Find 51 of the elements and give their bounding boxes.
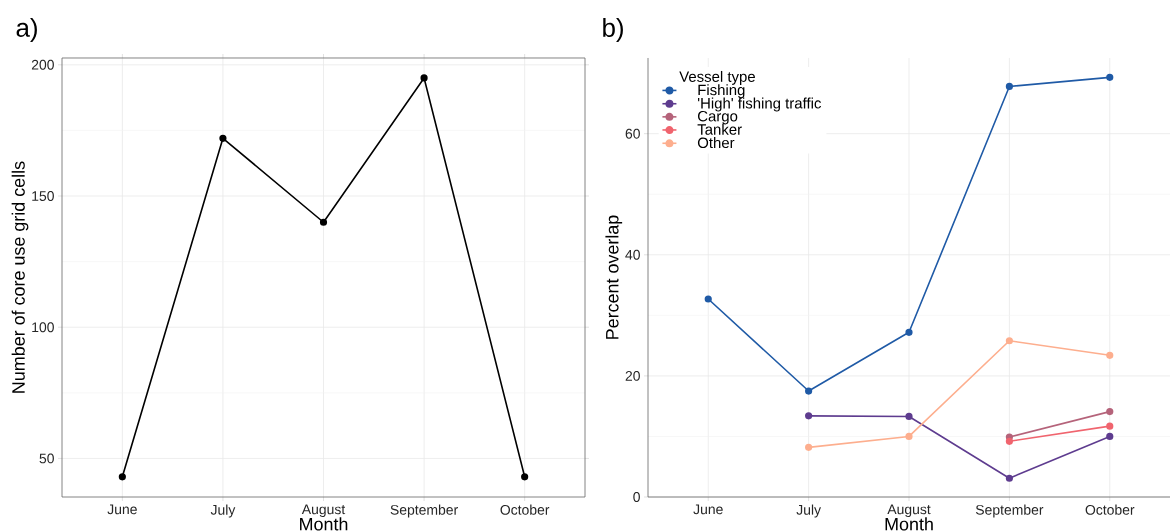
y-tick-label: 20 xyxy=(625,370,640,381)
legend-title: Vessel type xyxy=(679,70,755,85)
y-tick-label: 100 xyxy=(32,322,54,333)
point xyxy=(1106,432,1114,441)
legend-label: 'High' fishing traffic xyxy=(697,97,822,112)
x-tick-label: July xyxy=(796,504,821,518)
x-tick-label: July xyxy=(210,504,236,518)
point xyxy=(1005,337,1013,345)
y-tick-label: 40 xyxy=(625,249,640,260)
x-tick-label: August xyxy=(887,504,931,518)
y-tick-label: 200 xyxy=(31,59,54,70)
x-tick-label: October xyxy=(1085,504,1135,515)
point xyxy=(1005,437,1013,445)
point xyxy=(1106,73,1114,81)
point xyxy=(905,328,913,336)
x-tick-label: September xyxy=(975,504,1044,518)
x-axis-title: Month xyxy=(300,517,348,531)
point xyxy=(420,74,428,82)
point xyxy=(1005,82,1013,91)
y-tick-label: 50 xyxy=(39,453,54,464)
legend-label: Other xyxy=(697,137,735,149)
y-axis-title: Number of core use grid cells xyxy=(11,161,29,393)
x-tick-label: September xyxy=(390,504,458,518)
chart-title: b) xyxy=(603,17,623,43)
point xyxy=(521,473,529,481)
legend-label: Cargo xyxy=(697,110,738,125)
point xyxy=(905,432,913,441)
point xyxy=(805,387,813,395)
y-axis-title: Percent overlap xyxy=(605,215,623,339)
y-tick-label: 150 xyxy=(32,191,54,201)
x-tick-label: August xyxy=(301,504,346,518)
legend-label: Fishing xyxy=(698,84,745,99)
x-tick-label: June xyxy=(693,504,723,515)
point xyxy=(319,218,328,226)
point xyxy=(704,295,712,303)
x-tick-label: October xyxy=(500,504,550,515)
chart-title: a) xyxy=(16,17,37,43)
point xyxy=(1106,408,1114,416)
x-tick-label: June xyxy=(107,504,137,515)
legend-label: Tanker xyxy=(697,123,742,135)
point xyxy=(118,473,126,481)
y-tick-label: 0 xyxy=(633,492,640,502)
point xyxy=(805,443,813,451)
point xyxy=(1005,474,1013,482)
x-axis-title: Month xyxy=(885,517,933,531)
point xyxy=(905,412,913,421)
y-tick-label: 60 xyxy=(625,128,640,139)
point xyxy=(805,412,813,420)
point xyxy=(1106,351,1114,359)
point xyxy=(1106,422,1114,430)
point xyxy=(219,134,227,142)
